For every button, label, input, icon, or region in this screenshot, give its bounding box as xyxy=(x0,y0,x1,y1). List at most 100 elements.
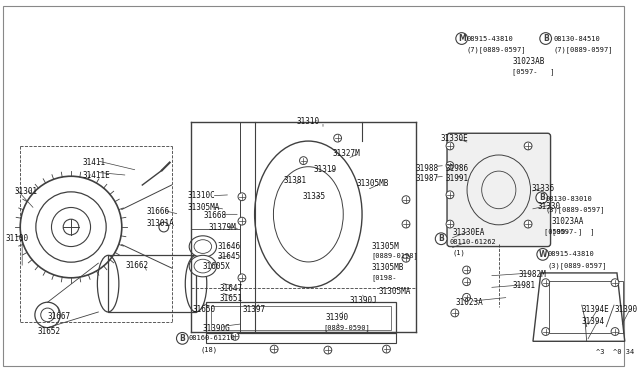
Circle shape xyxy=(231,333,239,340)
Circle shape xyxy=(238,193,246,201)
Bar xyxy=(206,331,396,343)
Text: 31023A: 31023A xyxy=(456,298,484,307)
Text: 31605X: 31605X xyxy=(203,262,230,271)
Circle shape xyxy=(402,196,410,203)
Text: [0889-0590]: [0889-0590] xyxy=(323,325,370,331)
Circle shape xyxy=(333,134,342,142)
Text: 31390: 31390 xyxy=(326,313,349,322)
Circle shape xyxy=(270,345,278,353)
Text: 31305M: 31305M xyxy=(372,242,399,251)
Circle shape xyxy=(383,345,390,353)
Text: 31305MA: 31305MA xyxy=(188,203,220,212)
FancyBboxPatch shape xyxy=(447,133,550,247)
Text: B: B xyxy=(438,234,444,243)
Text: (7)[0889-0597]: (7)[0889-0597] xyxy=(467,46,526,53)
Text: 31305MB: 31305MB xyxy=(356,179,388,188)
Text: 08110-61262: 08110-61262 xyxy=(450,239,497,245)
Text: M: M xyxy=(458,34,465,43)
Circle shape xyxy=(524,142,532,150)
Text: 31327M: 31327M xyxy=(333,149,360,158)
Text: [0889-0198]: [0889-0198] xyxy=(372,253,419,259)
Circle shape xyxy=(611,328,619,336)
Bar xyxy=(108,255,196,312)
Text: 31381: 31381 xyxy=(284,176,307,185)
Bar xyxy=(548,281,623,333)
Ellipse shape xyxy=(189,236,216,257)
Text: 31982M: 31982M xyxy=(518,270,546,279)
Circle shape xyxy=(402,254,410,262)
Circle shape xyxy=(446,161,454,169)
Circle shape xyxy=(542,279,550,286)
Text: B: B xyxy=(539,193,545,202)
Text: 31100: 31100 xyxy=(6,234,29,243)
Text: 31379M: 31379M xyxy=(209,223,236,232)
Text: 31647: 31647 xyxy=(220,284,243,293)
Text: 31666: 31666 xyxy=(146,208,170,217)
Text: 08915-43810: 08915-43810 xyxy=(548,251,595,257)
Text: 31305MA: 31305MA xyxy=(379,286,411,296)
Text: 08160-61210: 08160-61210 xyxy=(188,336,235,341)
Text: 31650: 31650 xyxy=(192,305,215,314)
Circle shape xyxy=(446,142,454,150)
Text: [0597-   ]: [0597- ] xyxy=(513,68,555,74)
Circle shape xyxy=(300,157,307,164)
Text: 31330: 31330 xyxy=(538,202,561,211)
Circle shape xyxy=(463,266,470,274)
Circle shape xyxy=(540,33,552,44)
Text: 31986: 31986 xyxy=(445,164,468,173)
Text: 31310: 31310 xyxy=(296,117,320,126)
Text: 31305MB: 31305MB xyxy=(372,263,404,272)
Text: (1): (1) xyxy=(453,250,466,256)
Circle shape xyxy=(456,33,468,44)
Text: 31411: 31411 xyxy=(83,158,106,167)
Text: 31330E: 31330E xyxy=(440,134,468,143)
Text: 31023AB: 31023AB xyxy=(513,57,545,66)
Text: 31394: 31394 xyxy=(582,317,605,326)
Text: 31397: 31397 xyxy=(243,305,266,314)
Text: 08130-84510: 08130-84510 xyxy=(554,36,600,42)
Circle shape xyxy=(238,274,246,282)
Text: B: B xyxy=(179,334,185,343)
Text: 31301: 31301 xyxy=(14,187,38,196)
Text: ^3  ^0 34: ^3 ^0 34 xyxy=(596,349,635,355)
Text: 08915-43810: 08915-43810 xyxy=(467,36,513,42)
Text: 31310C: 31310C xyxy=(188,191,215,200)
Text: 31652: 31652 xyxy=(38,327,61,336)
Text: 31023AA: 31023AA xyxy=(552,217,584,226)
Circle shape xyxy=(435,233,447,245)
Text: 31662: 31662 xyxy=(125,261,149,270)
Circle shape xyxy=(446,191,454,199)
Circle shape xyxy=(536,192,548,203)
Text: [0198-: [0198- xyxy=(372,274,397,280)
Text: 31646: 31646 xyxy=(218,242,241,251)
Text: 31981: 31981 xyxy=(513,281,536,290)
Text: 31336: 31336 xyxy=(531,184,554,193)
Text: 31667: 31667 xyxy=(47,312,70,321)
Text: 31651: 31651 xyxy=(220,294,243,304)
Text: 08130-83010: 08130-83010 xyxy=(546,196,593,202)
Text: 31390: 31390 xyxy=(614,305,637,314)
Text: [0597-   ]: [0597- ] xyxy=(552,228,594,235)
Bar xyxy=(211,306,391,330)
Text: 31301A: 31301A xyxy=(146,219,174,228)
Ellipse shape xyxy=(189,255,216,277)
Text: W: W xyxy=(538,250,547,259)
Circle shape xyxy=(446,220,454,228)
Circle shape xyxy=(524,220,532,228)
Text: (3)[0889-0597]: (3)[0889-0597] xyxy=(548,262,607,269)
Circle shape xyxy=(238,217,246,225)
Text: (7)[0889-0597]: (7)[0889-0597] xyxy=(554,46,613,53)
Text: (3)[0889-0597]: (3)[0889-0597] xyxy=(546,206,605,213)
Circle shape xyxy=(542,328,550,336)
Text: 31390G: 31390G xyxy=(203,324,230,333)
Circle shape xyxy=(324,346,332,354)
Text: B: B xyxy=(543,34,548,43)
Text: (18): (18) xyxy=(201,346,218,353)
Circle shape xyxy=(177,333,188,344)
Text: 31335: 31335 xyxy=(303,192,326,201)
Circle shape xyxy=(611,279,619,286)
Text: 31390J: 31390J xyxy=(349,296,377,305)
Circle shape xyxy=(463,294,470,301)
Circle shape xyxy=(402,220,410,228)
Circle shape xyxy=(451,309,459,317)
